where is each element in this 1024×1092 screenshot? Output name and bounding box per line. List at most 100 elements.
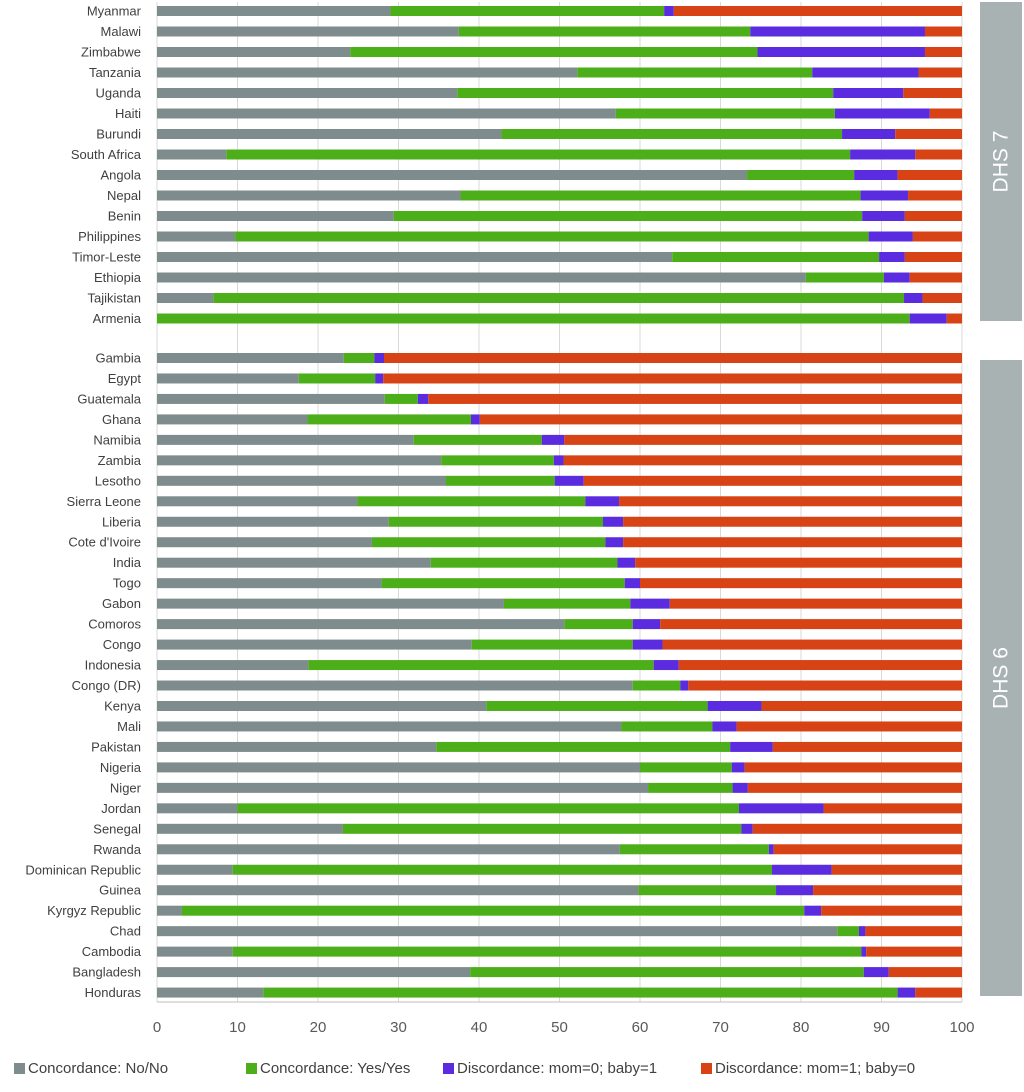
category-label: Honduras — [85, 985, 142, 1000]
category-label: Sierra Leone — [67, 494, 141, 509]
bar-segment — [157, 803, 238, 814]
bar-segment — [157, 6, 391, 16]
bar-segment — [460, 190, 861, 201]
legend: Concordance: No/No Concordance: Yes/Yes Di… — [14, 1060, 915, 1077]
bar-segment — [924, 26, 962, 37]
category-label: Lesotho — [95, 473, 141, 488]
category-label: Nigeria — [100, 760, 142, 775]
category-label: Comoros — [88, 617, 141, 632]
bar-segment — [388, 516, 603, 527]
category-label: Kenya — [104, 698, 142, 713]
category-label: Philippines — [78, 229, 141, 244]
bar-segment — [541, 434, 565, 445]
bar-segment — [834, 108, 930, 119]
bar-segment — [619, 496, 962, 507]
x-tick-label: 50 — [551, 1019, 568, 1036]
category-label: Bangladesh — [72, 965, 141, 980]
bar-segment — [615, 108, 835, 119]
bar-segment — [374, 353, 385, 363]
bar-segment — [375, 373, 384, 384]
bar-segment — [831, 864, 962, 875]
category-label: Togo — [113, 576, 141, 591]
bar-segment — [157, 108, 616, 119]
bar-segment — [157, 844, 620, 855]
bar-segment — [888, 967, 962, 978]
bar-segment — [669, 598, 962, 609]
bar-segment — [757, 47, 925, 57]
group-panel — [980, 2, 1022, 321]
bar-segment — [157, 721, 622, 732]
bar-segment — [904, 293, 923, 303]
x-tick-label: 30 — [390, 1019, 407, 1036]
bar-segment — [879, 252, 905, 262]
category-label: Angola — [101, 168, 142, 183]
bar-segment — [868, 231, 913, 242]
bar-segment — [632, 680, 681, 691]
bar-segment — [393, 211, 863, 221]
bar-segment — [157, 393, 385, 404]
bar-segment — [157, 455, 442, 466]
x-tick-label: 90 — [873, 1019, 890, 1036]
x-tick-label: 60 — [632, 1019, 649, 1036]
bar-segment — [897, 987, 916, 998]
bar-segment — [441, 455, 554, 466]
bar-segment — [680, 680, 689, 691]
bar-segment — [619, 844, 769, 855]
category-label: Niger — [110, 780, 142, 795]
bar-segment — [862, 211, 905, 221]
bar-segment — [605, 537, 624, 548]
bar-segment — [915, 987, 962, 998]
bar-segment — [157, 190, 461, 201]
bar-segment — [854, 170, 898, 180]
bar-segment — [157, 823, 343, 834]
bar-segment — [812, 67, 919, 78]
bar-segment — [157, 700, 487, 711]
bar-segment — [688, 680, 962, 691]
bar-segment — [585, 496, 620, 507]
bar-segment — [554, 475, 584, 486]
bar-segment — [213, 293, 905, 303]
bar-segment — [157, 434, 414, 445]
bar-segment — [157, 680, 633, 691]
category-label: Gabon — [102, 596, 141, 611]
bar-segment — [673, 6, 962, 16]
category-label: Chad — [110, 924, 141, 939]
bar-segment — [263, 987, 898, 998]
bar-segment — [750, 26, 925, 37]
category-label: Gambia — [95, 351, 141, 366]
category-label: Jordan — [101, 801, 141, 816]
group-panel — [980, 360, 1022, 996]
bar-segment — [773, 844, 962, 855]
bar-segment — [237, 803, 740, 814]
bar-segment — [342, 823, 742, 834]
category-label: Guinea — [99, 883, 142, 898]
bar-segment — [501, 129, 843, 139]
legend-swatch — [14, 1063, 25, 1074]
bar-segment — [181, 905, 805, 916]
bar-segment — [772, 741, 962, 752]
bar-segment — [157, 885, 639, 896]
category-label: Rwanda — [93, 842, 141, 857]
bar-segment — [730, 741, 773, 752]
bar-segment — [157, 926, 838, 937]
bar-segment — [157, 946, 233, 957]
bar-segment — [678, 660, 962, 671]
bar-segment — [621, 721, 713, 732]
bar-segment — [640, 578, 962, 589]
x-tick-label: 100 — [949, 1019, 974, 1036]
bar-segment — [813, 885, 962, 896]
category-label: Zimbabwe — [81, 45, 141, 60]
bar-segment — [908, 190, 962, 201]
category-label: Ethiopia — [94, 270, 142, 285]
bar-segment — [232, 946, 862, 957]
bar-segment — [865, 926, 962, 937]
category-label: Timor-Leste — [72, 250, 141, 265]
group-label: DHS 7 — [990, 131, 1013, 193]
bar-segment — [371, 537, 606, 548]
bar-segment — [157, 170, 748, 180]
bar-segment — [307, 414, 471, 425]
bar-segment — [503, 598, 631, 609]
bar-segment — [660, 619, 962, 630]
bar-segment — [648, 782, 733, 793]
